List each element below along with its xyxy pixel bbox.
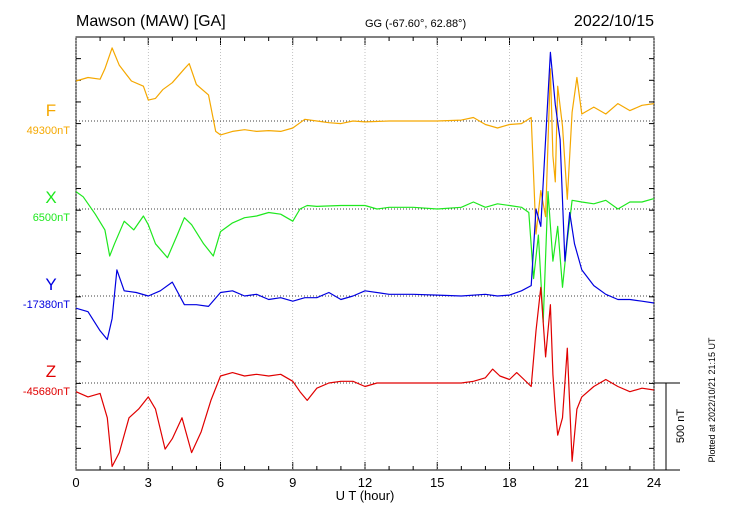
x-tick-label: 12 — [358, 475, 372, 490]
series-baseline-value-y: -17380nT — [23, 299, 70, 311]
x-tick-label: 21 — [575, 475, 589, 490]
series-name-x: X — [45, 188, 56, 207]
x-tick-label: 18 — [502, 475, 516, 490]
series-name-y: Y — [45, 275, 56, 294]
series-name-f: F — [46, 101, 56, 120]
series-line-y — [75, 51, 655, 341]
series-line-x — [75, 191, 655, 323]
scale-bar: 500 nT — [654, 382, 687, 471]
series-lines — [75, 47, 655, 468]
series-line-z — [75, 286, 655, 468]
station-title: Mawson (MAW) [GA] — [76, 13, 226, 30]
plotted-at-note: Plotted at 2022/10/21 21:15 UT — [707, 337, 717, 463]
series-baseline-value-z: -45680nT — [23, 386, 70, 398]
plot-date: 2022/10/15 — [574, 13, 654, 30]
series-labels: F 49300nT X 6500nT Y -17380nT Z -45680nT — [23, 101, 70, 398]
series-baseline-value-f: 49300nT — [27, 125, 71, 137]
x-tick-label: 3 — [145, 475, 152, 490]
x-tick-label: 9 — [289, 475, 296, 490]
x-tick-labels: 0 3 6 9 12 15 18 21 24 — [72, 475, 661, 490]
x-tick-label: 6 — [217, 475, 224, 490]
series-name-z: Z — [46, 362, 56, 381]
x-tick-label: 0 — [72, 475, 79, 490]
x-tick-label: 24 — [647, 475, 661, 490]
station-coords: GG (-67.60°, 62.88°) — [365, 18, 466, 30]
baselines — [76, 120, 654, 384]
series-baseline-value-x: 6500nT — [33, 212, 71, 224]
axis-ticks — [75, 37, 655, 470]
x-tick-label: 15 — [430, 475, 444, 490]
scale-bar-label: 500 nT — [675, 409, 687, 444]
series-line-f — [75, 47, 655, 235]
x-axis-title: U T (hour) — [336, 488, 395, 503]
